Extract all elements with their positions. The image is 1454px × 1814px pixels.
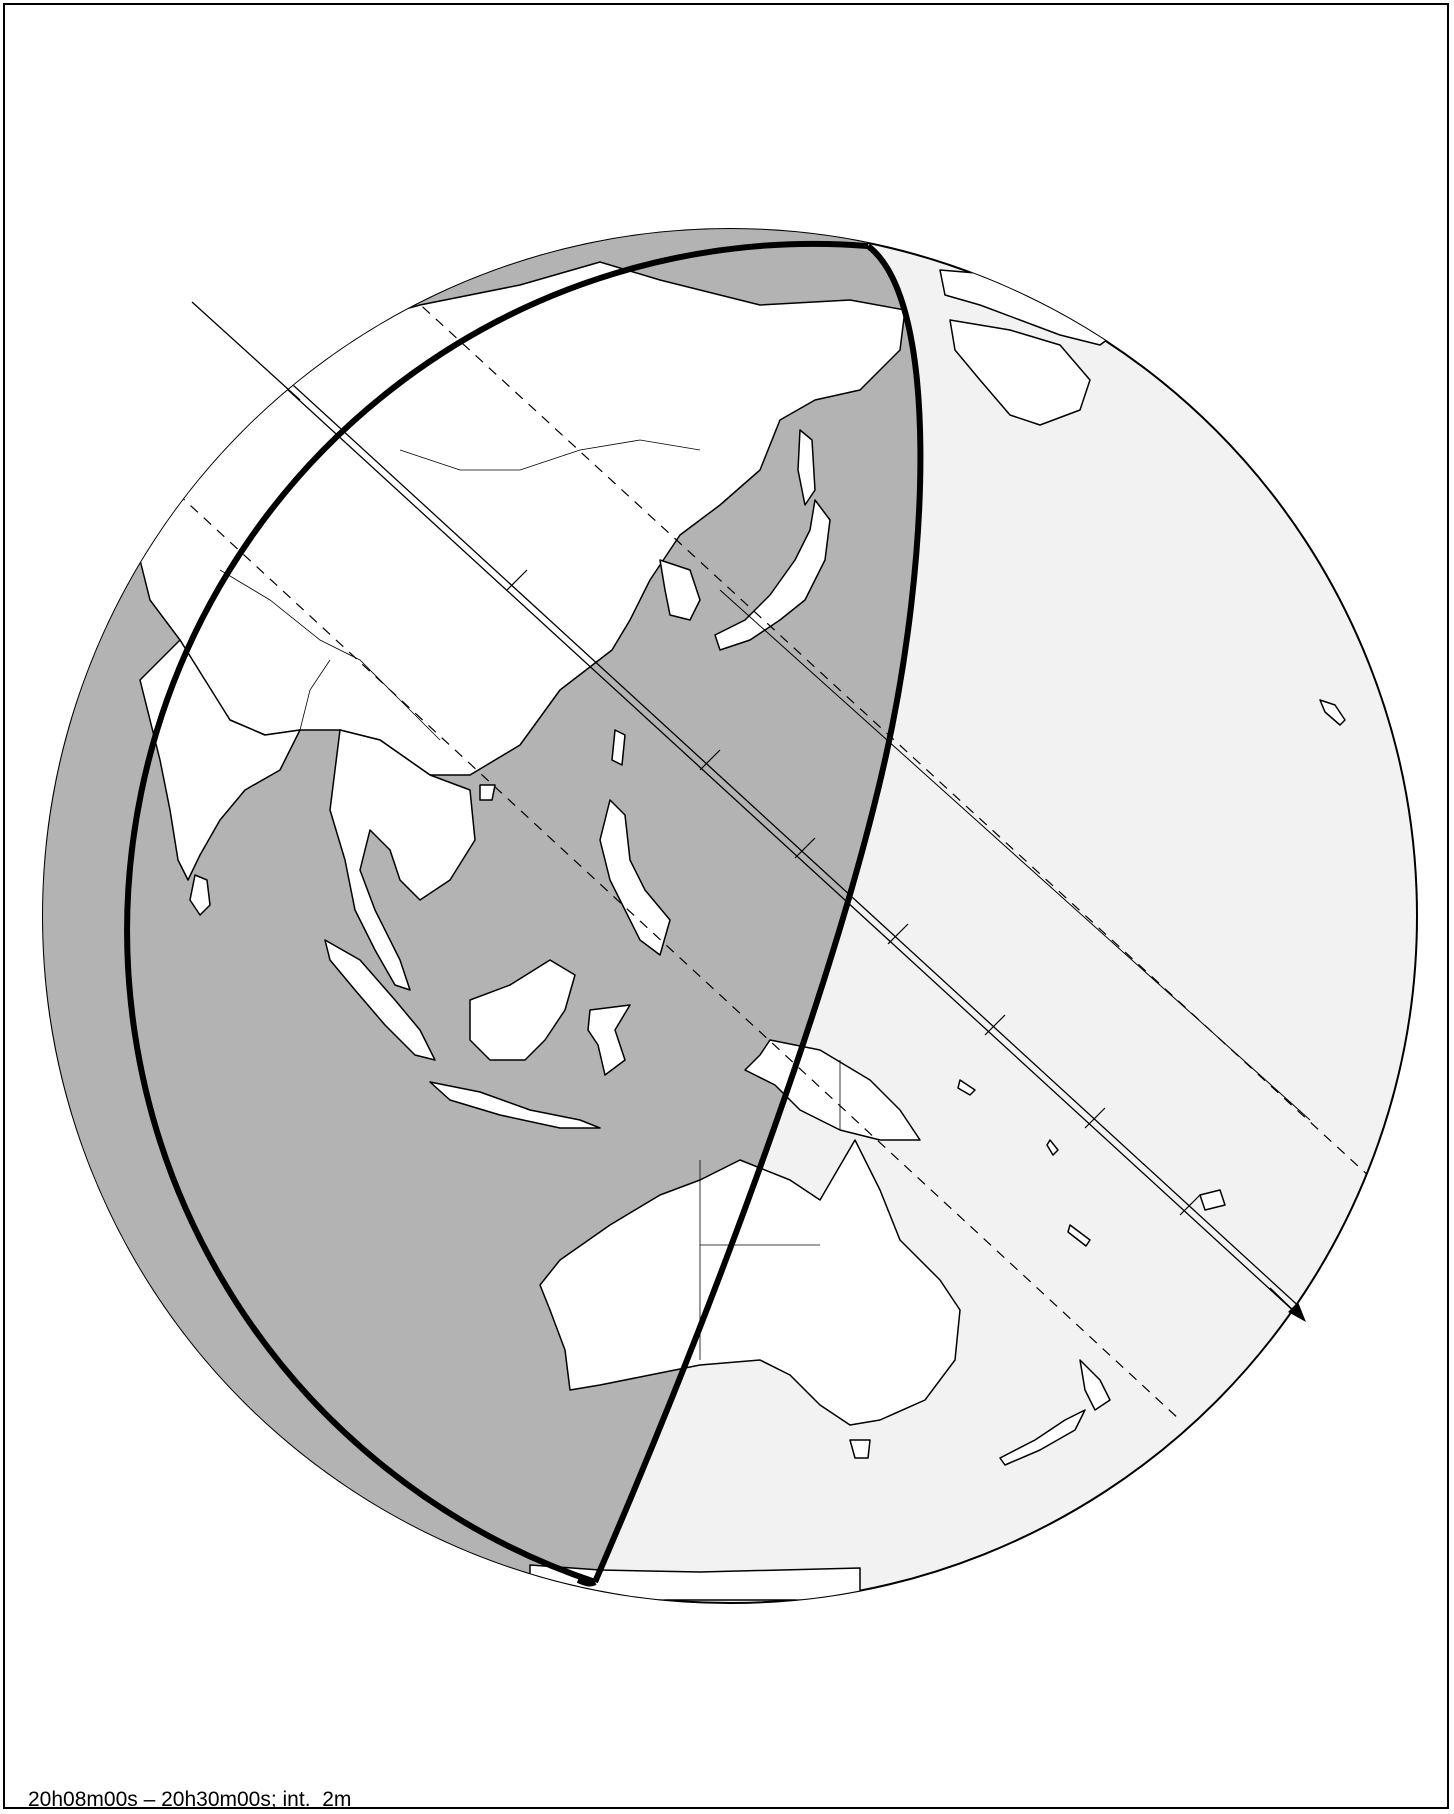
night-limb-corner xyxy=(576,1577,597,1587)
limit-line xyxy=(719,589,1311,1121)
land-australia xyxy=(539,1139,961,1426)
land-asia-mainland xyxy=(139,261,906,776)
land-sumatra xyxy=(324,939,436,1061)
land-java xyxy=(429,1081,601,1129)
land-sri-lanka xyxy=(189,874,211,916)
land-new-caledonia xyxy=(1067,1224,1091,1247)
land-hainan xyxy=(479,784,496,801)
land-hawaii xyxy=(1319,699,1346,726)
land-tasmania xyxy=(849,1439,871,1459)
night-limb-outline xyxy=(124,240,869,1585)
land-philippines xyxy=(599,799,671,956)
land-solomon-islands xyxy=(957,1079,976,1096)
land-korea xyxy=(659,559,701,621)
land-indochina xyxy=(329,729,476,991)
arrowhead-icon xyxy=(1288,1302,1306,1322)
country-borders xyxy=(219,439,841,1360)
land-new-zealand-north xyxy=(1079,1359,1111,1411)
terminator-line xyxy=(592,243,924,1584)
map-frame xyxy=(3,3,1449,1809)
land-sakhalin xyxy=(797,429,816,506)
land-fiji xyxy=(1199,1189,1226,1211)
landmasses xyxy=(139,261,1346,1601)
land-borneo xyxy=(469,959,576,1061)
central-path xyxy=(191,297,1305,1316)
land-new-zealand-south xyxy=(999,1409,1086,1466)
land-sulawesi xyxy=(587,1004,631,1076)
land-new-guinea xyxy=(744,1039,921,1141)
land-japan xyxy=(714,499,831,651)
land-kamchatka xyxy=(949,319,1091,426)
path-start-segment xyxy=(191,301,301,401)
time-range-caption: 20h08m00s – 20h30m00s; int. 2m xyxy=(28,1788,352,1811)
land-taiwan xyxy=(611,729,626,766)
land-vanuatu xyxy=(1046,1139,1059,1156)
